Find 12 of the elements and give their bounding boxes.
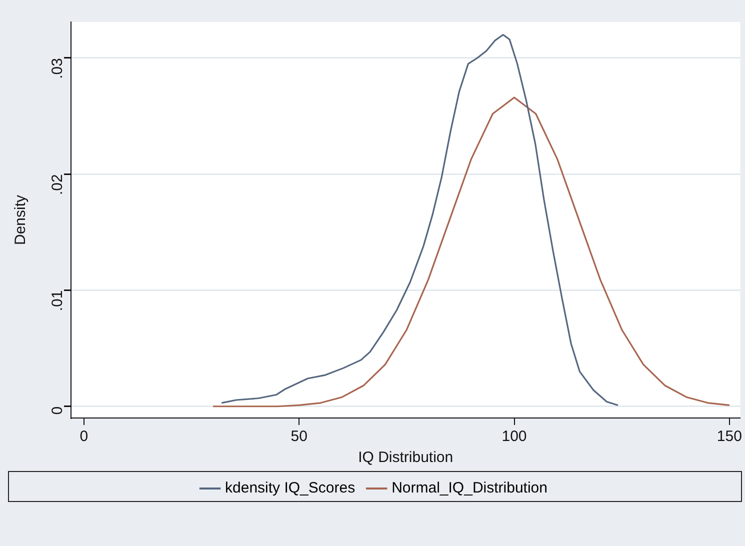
y-axis-title: Density (12, 194, 30, 246)
x-tick-label: 150 (716, 428, 742, 446)
y-tick-label: 0 (49, 406, 66, 415)
legend-label: Normal_IQ_Distribution (392, 480, 548, 497)
y-tick-label: .02 (49, 174, 66, 195)
y-tick-label: .03 (49, 58, 66, 79)
x-axis-title: IQ Distribution (358, 449, 454, 466)
x-tick-label: 50 (290, 428, 308, 446)
x-tick-label: 0 (80, 428, 88, 446)
x-tick-label: 100 (502, 428, 527, 446)
legend-label: kdensity IQ_Scores (225, 480, 356, 497)
y-tick-label: .01 (49, 290, 66, 312)
